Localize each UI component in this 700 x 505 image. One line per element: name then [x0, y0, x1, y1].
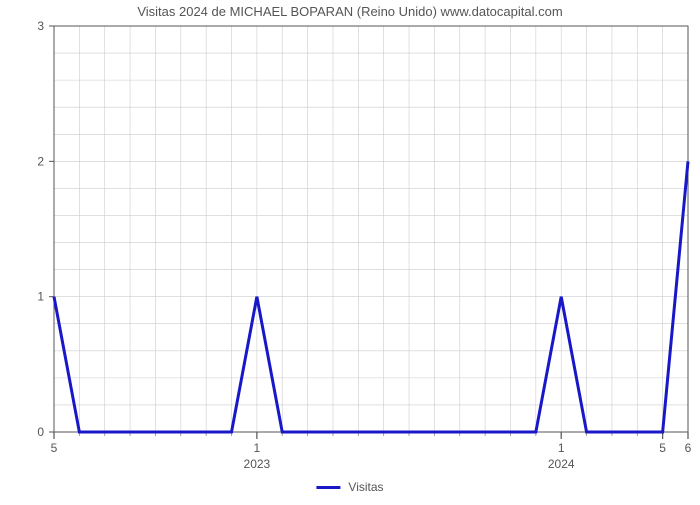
- svg-text:3: 3: [37, 19, 44, 33]
- svg-text:Visitas 2024 de MICHAEL BOPARA: Visitas 2024 de MICHAEL BOPARAN (Reino U…: [137, 4, 562, 19]
- svg-text:1: 1: [558, 441, 565, 455]
- svg-text:5: 5: [659, 441, 666, 455]
- svg-text:1: 1: [254, 441, 261, 455]
- legend: Visitas: [316, 480, 383, 494]
- chart-svg: 0 1 2 3 5 1 1 5 6 2023 2024 Visitas 2024 de MICHAEL…: [0, 0, 700, 500]
- legend-swatch: [316, 486, 340, 489]
- svg-text:2024: 2024: [548, 457, 575, 471]
- svg-text:2023: 2023: [244, 457, 271, 471]
- svg-text:1: 1: [37, 290, 44, 304]
- visits-chart: 0 1 2 3 5 1 1 5 6 2023 2024 Visitas 2024 de MICHAEL…: [0, 0, 700, 500]
- svg-text:0: 0: [37, 425, 44, 439]
- svg-text:6: 6: [685, 441, 692, 455]
- svg-text:2: 2: [37, 154, 44, 168]
- svg-text:5: 5: [51, 441, 58, 455]
- legend-label: Visitas: [348, 480, 383, 494]
